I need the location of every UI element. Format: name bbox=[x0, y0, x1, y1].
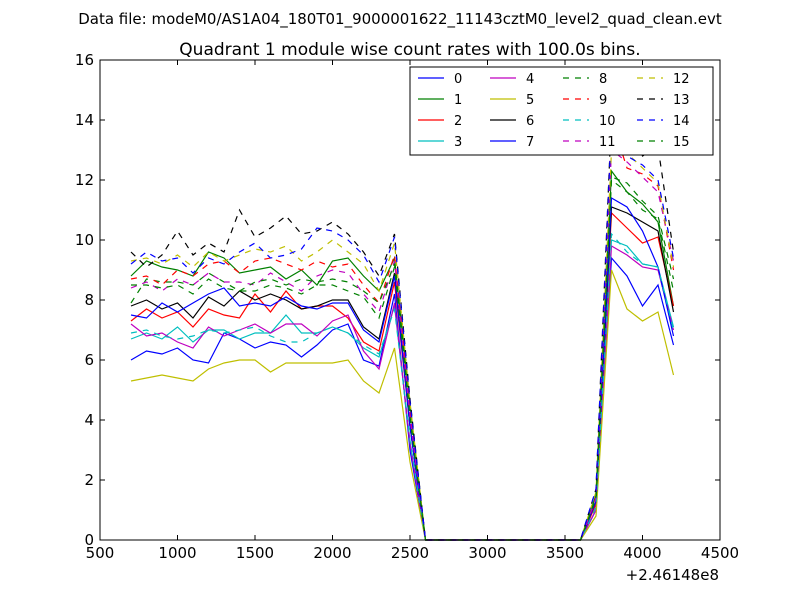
series-line-3 bbox=[130, 239, 675, 541]
legend-label-1: 1 bbox=[454, 93, 462, 108]
x-tick-label: 500 bbox=[86, 544, 115, 562]
legend-label-2: 2 bbox=[454, 114, 462, 129]
y-tick-label: 0 bbox=[84, 531, 94, 549]
legend-label-10: 10 bbox=[599, 114, 616, 129]
series-line-0 bbox=[130, 256, 675, 541]
series-line-8 bbox=[130, 178, 675, 541]
legend-label-5: 5 bbox=[526, 93, 534, 108]
legend-label-3: 3 bbox=[454, 135, 462, 150]
x-tick-label: 2000 bbox=[313, 544, 351, 562]
series-line-10 bbox=[130, 232, 675, 541]
chart-title: Quadrant 1 module wise count rates with … bbox=[179, 40, 640, 60]
series-line-11 bbox=[130, 148, 675, 541]
y-tick-label: 2 bbox=[84, 471, 94, 489]
x-tick-label: 1500 bbox=[236, 544, 274, 562]
x-tick-label: 4500 bbox=[701, 544, 739, 562]
legend-label-14: 14 bbox=[673, 114, 690, 129]
legend-box bbox=[409, 66, 714, 156]
legend-label-12: 12 bbox=[673, 72, 690, 87]
x-tick-label: 1000 bbox=[158, 544, 196, 562]
plot-frame bbox=[99, 59, 721, 541]
y-tick-label: 4 bbox=[84, 411, 94, 429]
legend-label-7: 7 bbox=[526, 135, 534, 150]
legend-label-15: 15 bbox=[673, 135, 690, 150]
series-line-15 bbox=[131, 176, 675, 541]
y-tick-label: 14 bbox=[75, 111, 94, 129]
axis-ticks: 500 1000 1500 2000 2500 3000 3500 4000 4500 0 2 4 6 8… bbox=[75, 51, 739, 562]
legend-label-4: 4 bbox=[526, 72, 534, 87]
legend-label-11: 11 bbox=[599, 135, 616, 150]
x-tick-label: 3000 bbox=[468, 544, 506, 562]
series-layer bbox=[130, 113, 675, 541]
y-tick-label: 16 bbox=[75, 51, 94, 69]
x-offset-label: +2.46148e8 bbox=[626, 566, 719, 584]
series-line-5 bbox=[130, 269, 675, 541]
legend-label-6: 6 bbox=[526, 114, 534, 129]
y-tick-label: 12 bbox=[75, 171, 94, 189]
y-tick-label: 8 bbox=[84, 291, 94, 309]
legend-label-8: 8 bbox=[599, 72, 607, 87]
x-tick-label: 2500 bbox=[391, 544, 429, 562]
y-tick-label: 10 bbox=[75, 231, 94, 249]
data-file-label: Data file: modeM0/AS1A04_180T01_90000016… bbox=[78, 10, 722, 29]
series-line-4 bbox=[130, 244, 675, 541]
x-tick-label: 4000 bbox=[623, 544, 661, 562]
x-tick-label: 3500 bbox=[546, 544, 584, 562]
series-line-14 bbox=[130, 122, 675, 541]
legend-label-0: 0 bbox=[454, 72, 462, 87]
y-tick-label: 6 bbox=[84, 351, 94, 369]
legend-label-13: 13 bbox=[673, 93, 690, 108]
legend-label-9: 9 bbox=[599, 93, 607, 108]
